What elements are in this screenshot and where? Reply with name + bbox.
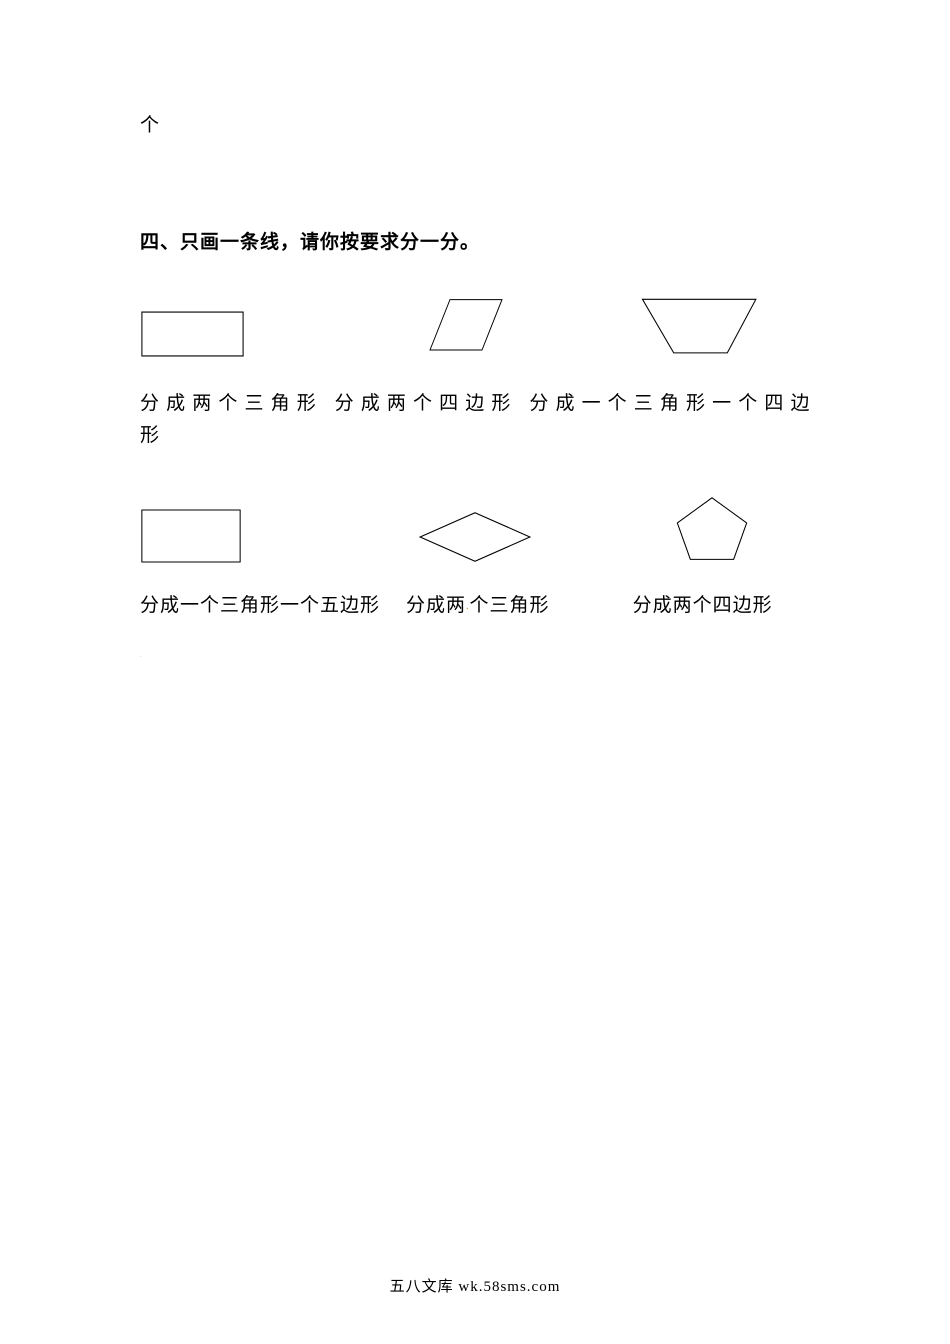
caption-rhombus-b: 个三角形 xyxy=(470,595,550,616)
cell-parallelogram xyxy=(376,288,583,382)
row-1-caption-tail: 形 xyxy=(140,420,810,452)
caption-rhombus: 分成两.个三角形 xyxy=(406,590,550,623)
section-four-title: 四、只画一条线，请你按要求分一分。 xyxy=(140,227,810,254)
shape-rhombus xyxy=(406,494,534,564)
trapezoid-icon xyxy=(638,296,763,358)
page-footer: 五八文库 wk.58sms.com xyxy=(0,1275,950,1296)
orphan-char: 个 xyxy=(140,110,810,137)
rhombus-icon xyxy=(416,510,534,564)
row-2: 分成一个三角形一个五边形 分成两.个三角形 分成两个四边形 xyxy=(140,494,810,623)
worksheet-page: 个 四、只画一条线，请你按要求分一分。 分成 xyxy=(0,0,950,1344)
shape-pentagon xyxy=(633,494,751,564)
cell-rectangle xyxy=(140,288,376,382)
rectangle-2-icon xyxy=(140,508,242,564)
shape-rectangle xyxy=(140,288,245,358)
caption-rect2: 分成一个三角形一个五边形 xyxy=(140,590,380,622)
caption-pentagon: 分成两个四边形 xyxy=(633,590,773,622)
shape-rectangle-2 xyxy=(140,494,242,564)
row-1-shapes xyxy=(140,288,810,382)
cell-rhombus: 分成两.个三角形 xyxy=(406,494,633,623)
shape-parallelogram xyxy=(376,288,506,358)
parallelogram-icon xyxy=(426,294,506,358)
pentagon-icon xyxy=(673,494,751,564)
rectangle-icon xyxy=(140,310,245,358)
row-1-caption-line: 分成两个三角形 分成两个四边形 分成一个三角形一个四边 xyxy=(140,388,810,420)
cell-pentagon: 分成两个四边形 xyxy=(633,494,810,623)
cell-rectangle-2: 分成一个三角形一个五边形 xyxy=(140,494,406,623)
mini-mark: . xyxy=(140,653,810,659)
shape-trapezoid xyxy=(583,288,763,358)
cell-trapezoid xyxy=(583,288,810,382)
caption-rhombus-a: 分成两 xyxy=(406,595,466,616)
